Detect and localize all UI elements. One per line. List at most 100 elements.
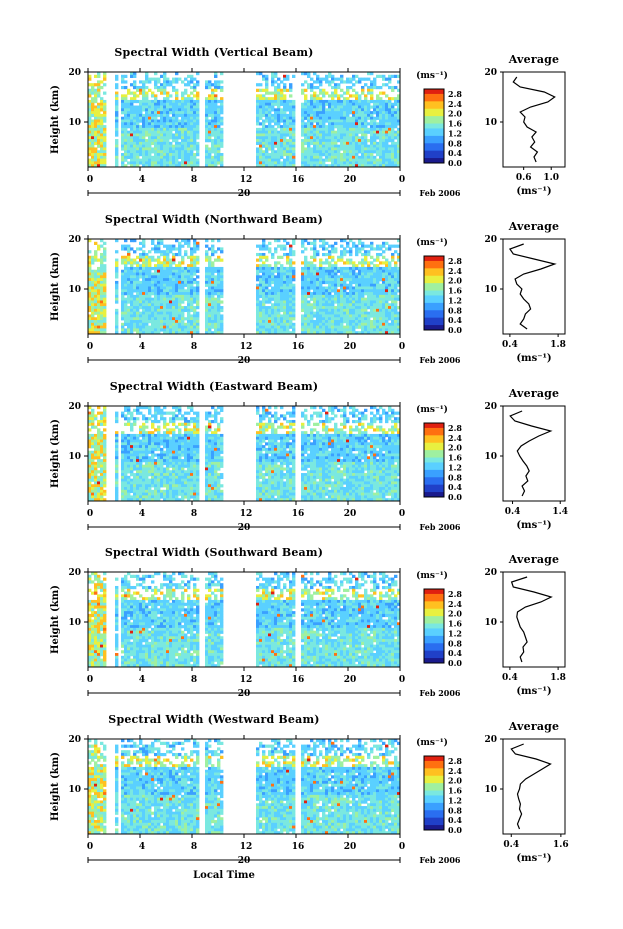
heatmap-cell: [97, 317, 101, 321]
heatmap-cell: [163, 127, 167, 132]
heatmap-cell: [121, 139, 125, 143]
heatmap-cell: [346, 244, 350, 248]
heatmap-cell: [316, 153, 320, 157]
heatmap-cell: [337, 97, 341, 101]
heatmap-cell: [220, 272, 224, 276]
heatmap-cell: [220, 161, 224, 165]
heatmap-cell: [91, 422, 95, 426]
heatmap-cell: [307, 303, 311, 307]
heatmap-cell: [139, 264, 143, 268]
heatmap-cell: [313, 239, 317, 243]
heatmap-cell: [142, 113, 146, 118]
heatmap-cell: [130, 144, 134, 148]
heatmap-cell: [184, 266, 188, 271]
heatmap-cell: [280, 317, 284, 321]
heatmap-cell: [151, 99, 155, 104]
heatmap-cell: [367, 325, 371, 329]
heatmap-cell: [364, 139, 368, 143]
heatmap-cell: [310, 303, 314, 307]
heatmap-cell: [124, 141, 128, 146]
heatmap-cell: [211, 122, 215, 126]
heatmap-cell: [391, 130, 395, 134]
heatmap-cell: [331, 119, 335, 123]
heatmap-cell: [301, 300, 305, 304]
heatmap-cell: [307, 294, 311, 299]
heatmap-cell: [136, 116, 140, 120]
heatmap-cell: [169, 116, 173, 120]
heatmap-cell: [154, 155, 158, 160]
heatmap-cell: [139, 303, 143, 307]
heatmap-cell: [382, 261, 386, 265]
heatmap-cell: [190, 325, 194, 329]
heatmap-cell: [124, 130, 128, 134]
heatmap-cell: [151, 297, 155, 301]
heatmap-cell: [163, 252, 167, 257]
heatmap-cell: [340, 280, 344, 285]
heatmap-cell: [145, 272, 149, 276]
heatmap-cell: [208, 280, 212, 285]
heatmap-cell: [262, 244, 266, 248]
heatmap-cell: [100, 158, 104, 162]
heatmap-cell: [274, 247, 278, 251]
heatmap-cell: [283, 247, 287, 251]
heatmap-cell: [358, 289, 362, 293]
heatmap-cell: [346, 269, 350, 273]
heatmap-cell: [367, 320, 371, 324]
heatmap-cell: [91, 88, 95, 92]
heatmap-cell: [385, 77, 389, 81]
heatmap-cell: [121, 130, 125, 134]
heatmap-cell: [97, 127, 101, 132]
heatmap-cell: [217, 269, 221, 273]
heatmap-cell: [208, 314, 212, 318]
heatmap-cell: [130, 158, 134, 162]
heatmap-cell: [115, 105, 119, 109]
heatmap-cell: [385, 94, 389, 98]
heatmap-cell: [136, 88, 140, 92]
heatmap-cell: [142, 264, 146, 268]
heatmap-cell: [283, 77, 287, 81]
heatmap-cell: [154, 322, 158, 327]
heatmap-cell: [208, 300, 212, 304]
heatmap-cell: [310, 105, 314, 109]
colorbar-segment: [424, 106, 444, 110]
heatmap-cell: [349, 322, 353, 327]
heatmap-cell: [391, 303, 395, 307]
heatmap-cell: [205, 161, 209, 165]
heatmap-cell: [268, 119, 272, 123]
heatmap-cell: [148, 136, 152, 140]
heatmap-cell: [172, 136, 176, 140]
heatmap-cell: [214, 155, 218, 160]
heatmap-cell: [388, 74, 392, 78]
heatmap-cell: [355, 275, 359, 279]
heatmap-cell: [370, 306, 374, 310]
heatmap-cell: [322, 244, 326, 248]
heatmap-cell: [115, 261, 119, 265]
heatmap-cell: [271, 331, 275, 335]
heatmap-cell: [262, 141, 266, 146]
colorbar-segment: [424, 280, 444, 284]
heatmap-cell: [130, 99, 134, 104]
heatmap-cell: [88, 164, 92, 168]
heatmap-cell: [334, 283, 338, 287]
heatmap-cell: [322, 141, 326, 146]
heatmap-cell: [304, 72, 308, 76]
heatmap-cell: [136, 122, 140, 126]
colorbar-segment: [424, 123, 444, 127]
heatmap-cell: [145, 161, 149, 165]
heatmap-cell: [259, 94, 263, 98]
heatmap-cell: [352, 308, 356, 313]
heatmap-cell: [172, 155, 176, 160]
heatmap-cell: [100, 164, 104, 168]
heatmap-cell: [343, 161, 347, 165]
heatmap-cell: [163, 314, 167, 318]
heatmap-cell: [127, 269, 131, 273]
heatmap-cell: [220, 258, 224, 262]
heatmap-cell: [388, 130, 392, 134]
heatmap-cell: [340, 161, 344, 165]
heatmap-cell: [166, 164, 170, 168]
heatmap-cell: [346, 113, 350, 118]
heatmap-cell: [214, 147, 218, 151]
heatmap-cell: [196, 275, 200, 279]
heatmap-cell: [214, 133, 218, 137]
heatmap-cell: [343, 317, 347, 321]
